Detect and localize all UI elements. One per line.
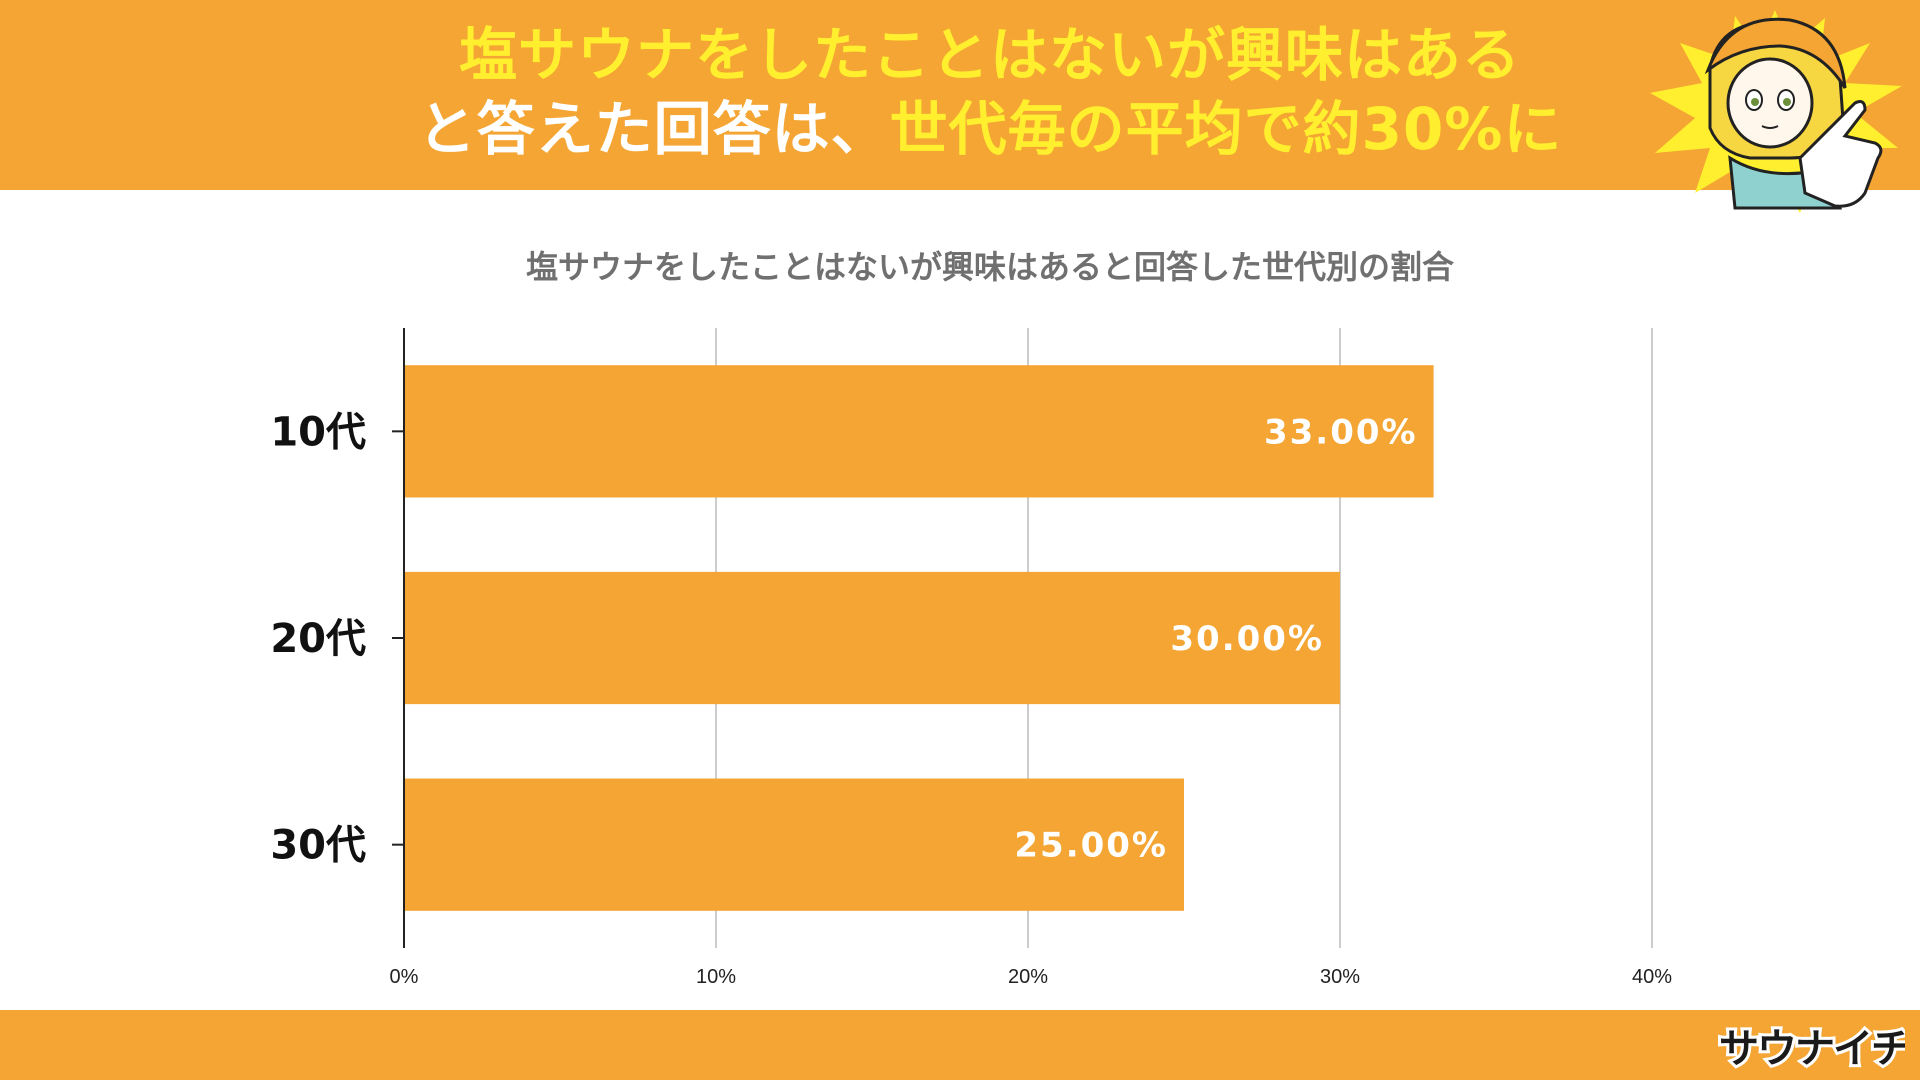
brand-logo-text: サウナイチ: [1719, 1026, 1905, 1072]
chart-title: 塩サウナをしたことはないが興味はあると回答した世代別の割合: [525, 248, 1454, 286]
headline-line-2-yellow: 世代毎の平均で約30%に: [889, 95, 1563, 163]
mascot-hand: [1798, 100, 1883, 208]
header-banner: [0, 0, 1920, 190]
x-tick-label: 0%: [390, 966, 419, 988]
value-label: 25.00%: [1014, 826, 1168, 866]
bar-3: [404, 778, 1184, 911]
x-tick-label: 40%: [1632, 966, 1672, 988]
x-tick-label: 10%: [696, 966, 736, 988]
headline: 塩サウナをしたことはないが興味はある と答えた回答は、世代毎の平均で約30%に: [0, 18, 1920, 166]
headline-line-2: と答えた回答は、世代毎の平均で約30%に: [0, 92, 1920, 166]
mascot-face: [1726, 57, 1814, 149]
bar-1: [404, 365, 1434, 498]
x-tick-label: 30%: [1320, 966, 1360, 988]
category-label: 30代: [270, 823, 366, 869]
category-label: 20代: [270, 616, 366, 662]
footer-banner: [0, 1010, 1920, 1080]
headline-line-1: 塩サウナをしたことはないが興味はある: [458, 21, 1521, 89]
mascot-hood: [1704, 17, 1847, 89]
value-label: 30.00%: [1170, 619, 1324, 659]
headline-line-2-white: と答えた回答は、: [417, 95, 890, 163]
bar-2: [404, 571, 1340, 705]
category-label: 10代: [270, 409, 366, 455]
x-tick-label: 20%: [1008, 966, 1048, 988]
value-label: 33.00%: [1264, 412, 1418, 452]
mascot-illustration: [1650, 10, 1902, 213]
brand-logo: サウナイチ: [1716, 1023, 1905, 1075]
